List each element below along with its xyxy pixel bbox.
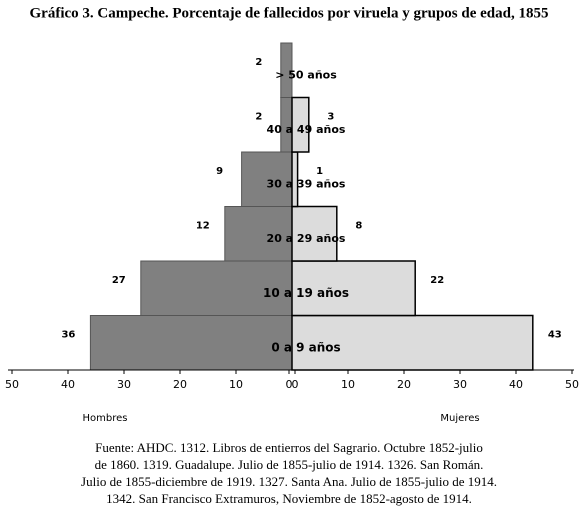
data-label: 27 [112, 275, 126, 286]
data-label: 2 [255, 112, 262, 123]
category-label: > 50 años [275, 69, 337, 82]
bar [89, 315, 293, 371]
category-label: 20 a 29 años [267, 232, 346, 245]
x-tick-label: 0 [286, 378, 293, 391]
axis-label: Mujeres [440, 413, 479, 424]
source-note: 1342. San Francisco Extramuros, Noviembr… [106, 491, 472, 506]
x-tick-label: 50 [565, 378, 579, 391]
data-label: 36 [61, 330, 75, 341]
x-tick-label: 10 [341, 378, 355, 391]
data-label: 12 [196, 221, 210, 232]
bar [291, 260, 416, 317]
category-label: 30 a 39 años [267, 178, 346, 191]
data-label: 9 [216, 166, 223, 177]
data-label: 43 [548, 330, 562, 341]
x-tick-label: 40 [61, 378, 75, 391]
data-label: 2 [255, 57, 262, 68]
data-label: 22 [430, 275, 444, 286]
data-label: 1 [316, 166, 323, 177]
bar [224, 206, 293, 262]
x-tick-label: 30 [117, 378, 131, 391]
bar [241, 151, 293, 207]
category-label: 40 a 49 años [267, 123, 346, 136]
source-note: Julio de 1855-diciembre de 1919. 1327. S… [81, 474, 497, 489]
chart-title: Gráfico 3. Campeche. Porcentaje de falle… [30, 5, 549, 21]
axis-label: Hombres [83, 413, 128, 424]
x-tick-label: 20 [173, 378, 187, 391]
x-tick-label: 20 [397, 378, 411, 391]
x-tick-label: 0 [292, 378, 299, 391]
bar [291, 205, 338, 262]
data-label: 8 [355, 221, 362, 232]
source-note: de 1860. 1319. Guadalupe. Julio de 1855-… [95, 457, 484, 472]
category-label: 0 a 9 años [271, 341, 340, 355]
x-tick-label: 50 [5, 378, 19, 391]
x-tick-label: 10 [229, 378, 243, 391]
data-label: 3 [327, 112, 334, 123]
x-tick-label: 40 [509, 378, 523, 391]
bar [280, 42, 293, 98]
x-tick-label: 30 [453, 378, 467, 391]
category-label: 10 a 19 años [263, 286, 349, 300]
bar [140, 260, 293, 316]
bar [291, 96, 310, 153]
source-note: Fuente: AHDC. 1312. Libros de entierros … [95, 440, 483, 455]
